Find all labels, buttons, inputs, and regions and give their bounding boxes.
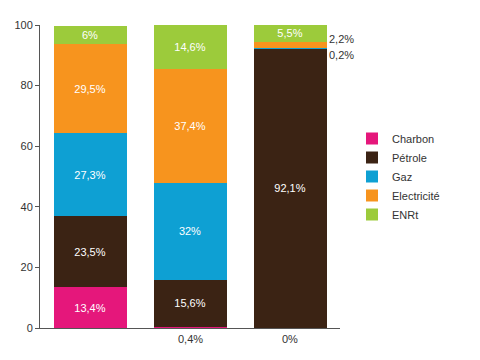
svg-text:20: 20 [21,261,33,273]
svg-text:0%: 0% [282,333,298,345]
svg-text:Charbon: Charbon [392,133,434,145]
svg-text:Pétrole: Pétrole [392,152,427,164]
svg-text:6%: 6% [82,29,98,41]
svg-text:13,4%: 13,4% [74,302,105,314]
svg-text:Electricité: Electricité [392,190,440,202]
svg-text:15,6%: 15,6% [174,297,205,309]
svg-text:Gaz: Gaz [392,171,412,183]
svg-text:0: 0 [27,322,33,334]
svg-text:27,3%: 27,3% [74,169,105,181]
svg-text:32%: 32% [179,225,201,237]
svg-text:0,2%: 0,2% [329,49,354,61]
svg-text:14,6%: 14,6% [174,41,205,53]
svg-text:0,4%: 0,4% [178,333,203,345]
svg-text:100: 100 [14,19,32,31]
svg-text:37,4%: 37,4% [174,120,205,132]
svg-text:2,2%: 2,2% [329,33,354,45]
svg-text:23,5%: 23,5% [74,246,105,258]
svg-text:29,5%: 29,5% [74,83,105,95]
svg-text:ENRt: ENRt [392,209,418,221]
svg-text:5,5%: 5,5% [277,27,302,39]
svg-text:92,1%: 92,1% [274,182,305,194]
svg-text:60: 60 [21,140,33,152]
svg-text:40: 40 [21,201,33,213]
svg-text:80: 80 [21,79,33,91]
